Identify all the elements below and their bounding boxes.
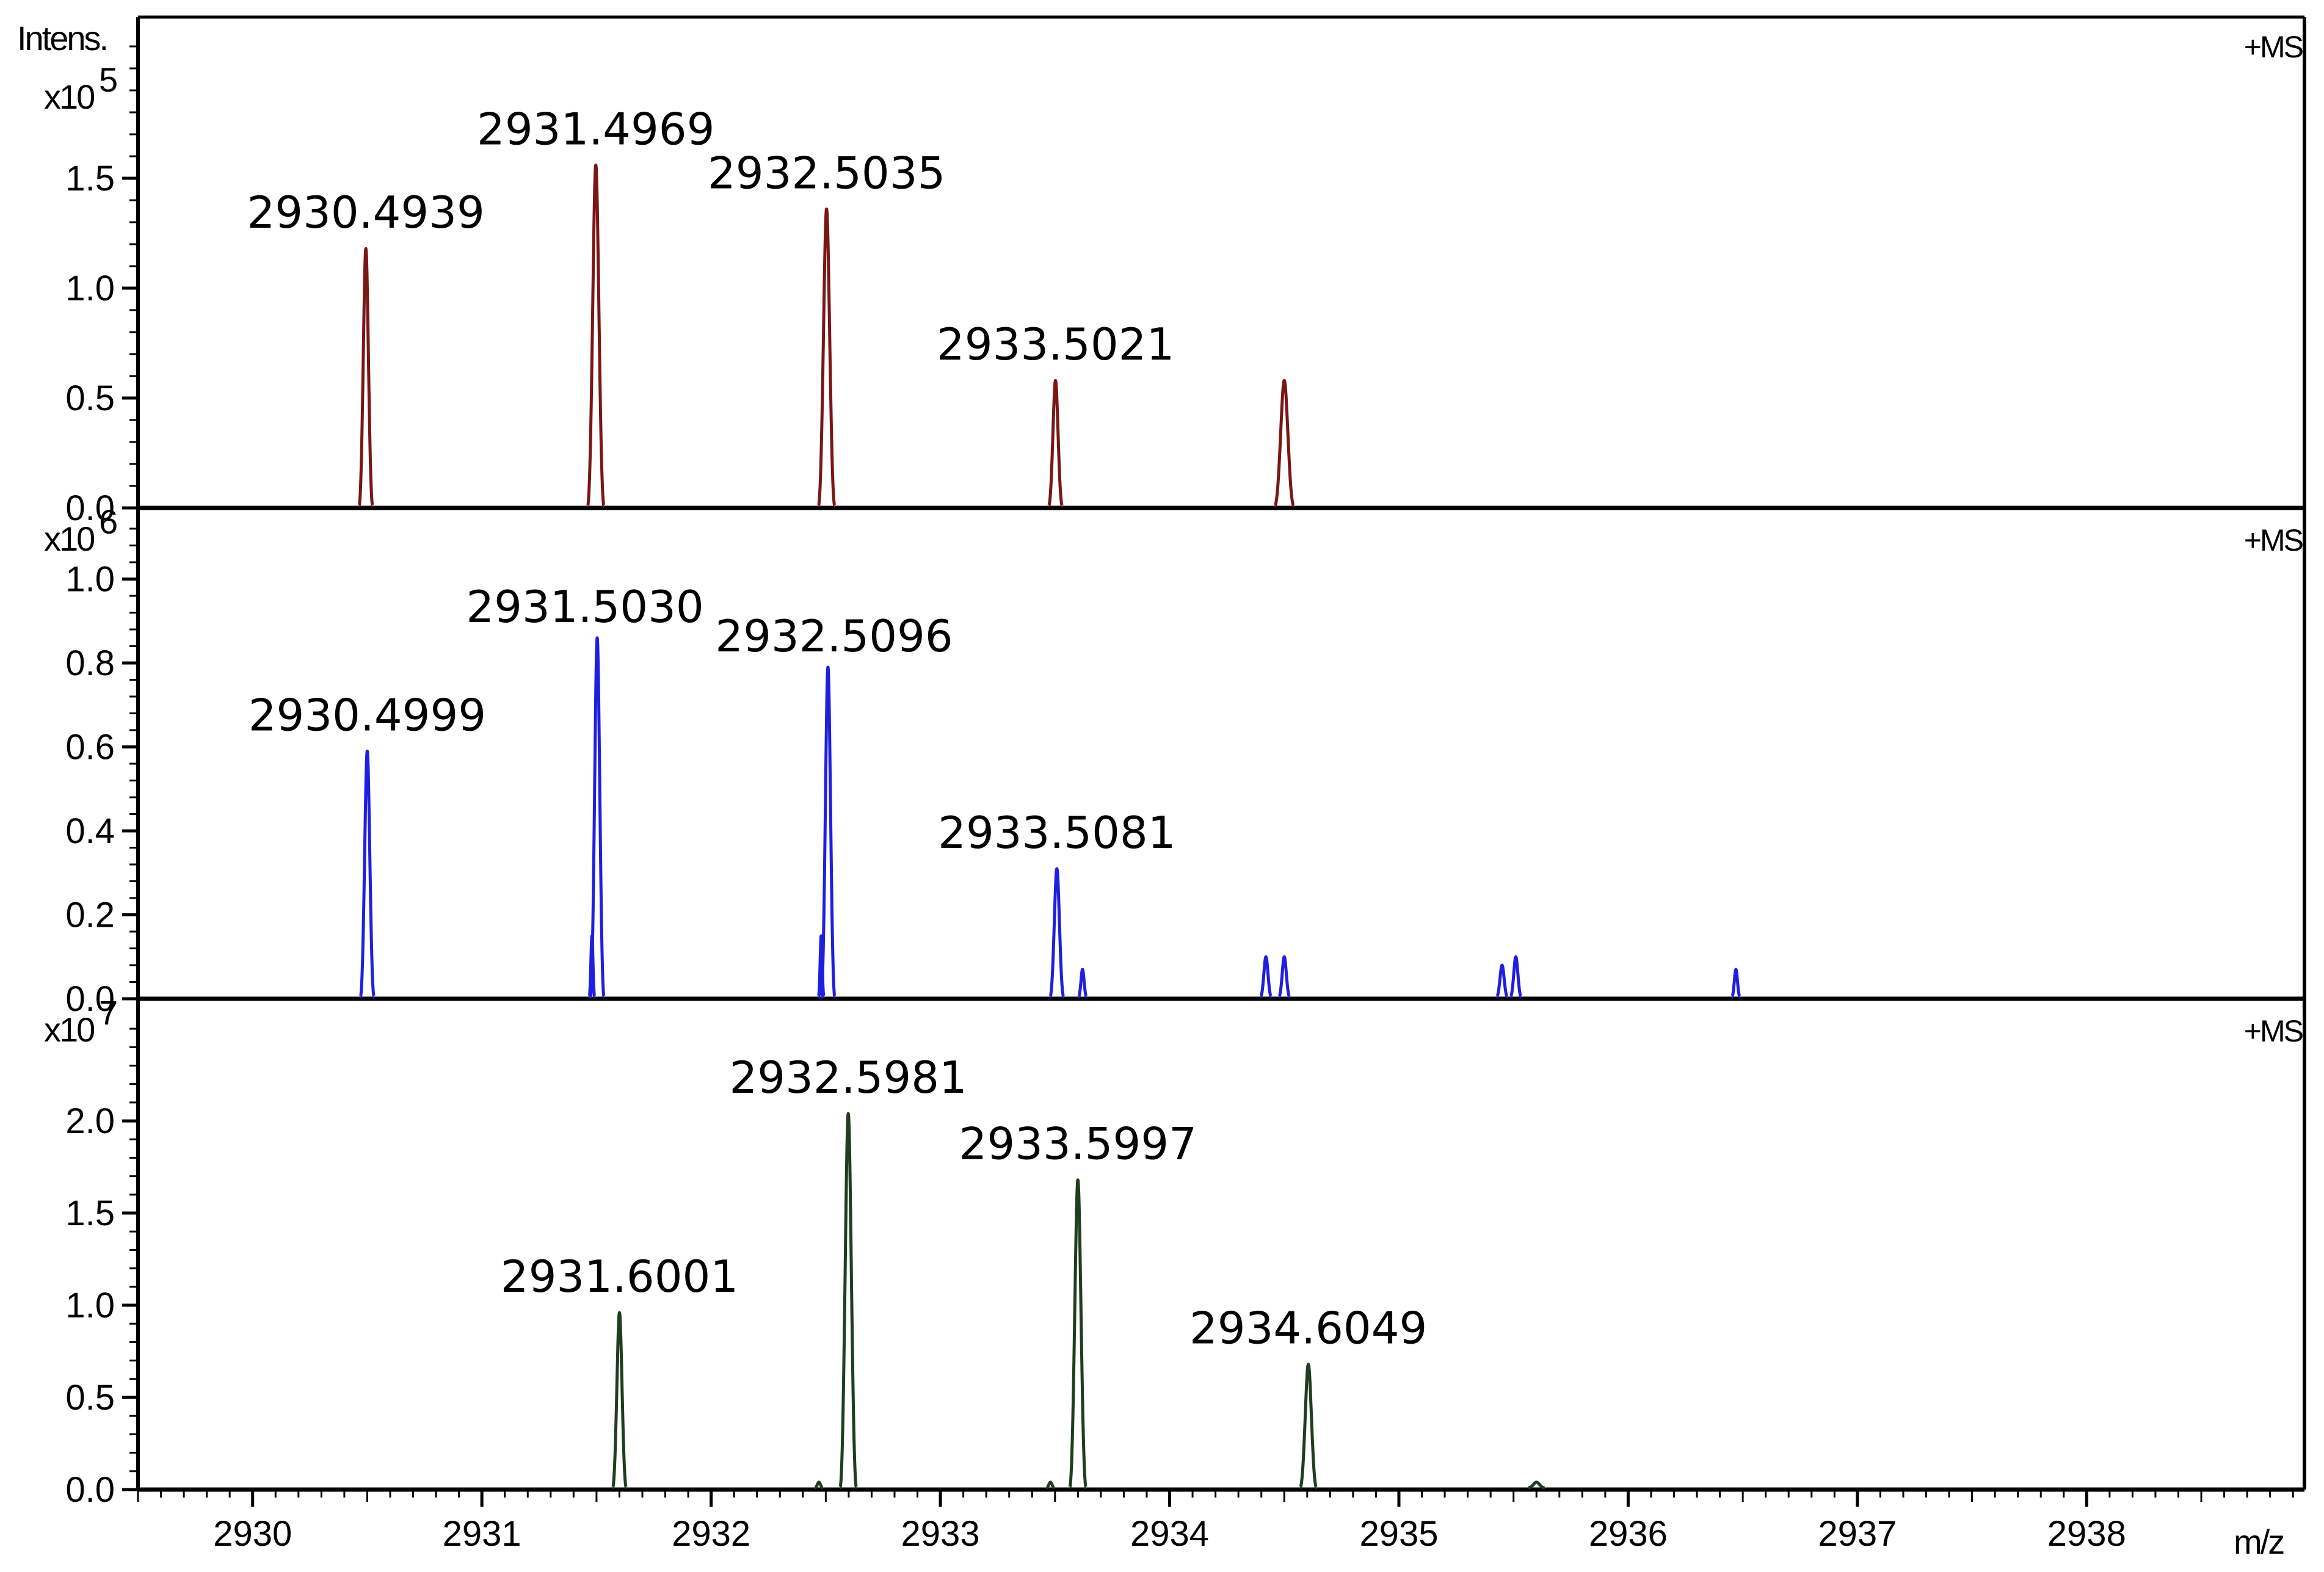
- peak-mark: [1077, 968, 1089, 999]
- peak-mark: [357, 247, 374, 508]
- scan-label: +MS: [2244, 30, 2303, 64]
- peak-label: 2932.5096: [715, 610, 953, 662]
- scan-label: +MS: [2244, 1014, 2303, 1048]
- peak-mark: [816, 934, 826, 999]
- y-tick-label: 0.8: [65, 643, 115, 683]
- peak-mark: [1048, 867, 1066, 999]
- peak-mark: [1045, 1480, 1055, 1490]
- y-tick-label: 1.0: [65, 269, 115, 308]
- peak-label: 2930.4939: [247, 187, 484, 238]
- peak-mark: [816, 207, 837, 508]
- y-tick-label: 1.0: [65, 1286, 115, 1325]
- y-tick-label: 1.5: [65, 1193, 115, 1233]
- exponent-label: x10: [44, 1010, 94, 1049]
- x-tick-label: 2935: [1359, 1514, 1438, 1554]
- y-tick-label: 0.0: [65, 1470, 115, 1510]
- peak-label: 2933.5021: [937, 319, 1174, 370]
- y-tick-label: 0.0: [65, 488, 115, 528]
- peak-mark: [1528, 1480, 1545, 1490]
- x-tick-label: 2930: [213, 1514, 292, 1554]
- peak-mark: [1730, 968, 1742, 999]
- peak-label: 2932.5035: [708, 147, 945, 198]
- peak-mark: [1068, 1178, 1088, 1490]
- x-tick-label: 2934: [1130, 1514, 1209, 1554]
- peak-mark: [814, 1480, 824, 1490]
- y-axis-title: Intens.: [17, 19, 107, 57]
- peak-mark: [1508, 955, 1523, 999]
- y-tick-label: 1.5: [65, 159, 115, 198]
- x-tick-label: 2938: [2047, 1514, 2126, 1554]
- y-tick-label: 0.2: [65, 896, 115, 935]
- peak-label: 2933.5997: [959, 1118, 1197, 1170]
- x-tick-label: 2936: [1589, 1514, 1668, 1554]
- peak-mark: [587, 934, 597, 999]
- scan-label: +MS: [2244, 523, 2303, 557]
- y-tick-label: 0.5: [65, 1378, 115, 1418]
- peak-label: 2931.4969: [477, 103, 714, 154]
- peak-mark: [1277, 955, 1291, 999]
- x-axis-title: m/z: [2234, 1523, 2284, 1561]
- peak-label: 2931.6001: [501, 1251, 738, 1302]
- y-tick-label: 0.0: [65, 979, 115, 1019]
- peak-mark: [819, 665, 837, 999]
- peak-mark: [358, 749, 376, 999]
- peak-label: 2930.4999: [249, 689, 486, 741]
- exponent-label: x10: [44, 78, 94, 116]
- peak-label: 2932.5981: [730, 1052, 967, 1103]
- exponent-label: x10: [44, 520, 94, 558]
- peak-mark: [838, 1112, 859, 1490]
- peak-mark: [611, 1311, 628, 1490]
- peak-mark: [1298, 1363, 1318, 1490]
- x-tick-label: 2932: [672, 1514, 750, 1554]
- peak-mark: [1495, 963, 1509, 999]
- y-tick-label: 0.4: [65, 811, 115, 851]
- exponent-power: 6: [99, 502, 117, 541]
- peak-mark: [1047, 379, 1064, 508]
- peak-label: 2934.6049: [1189, 1303, 1427, 1354]
- peak-label: 2933.5081: [938, 807, 1175, 858]
- peak-mark: [589, 636, 606, 999]
- peak-mark: [1273, 379, 1296, 508]
- y-tick-label: 2.0: [65, 1101, 115, 1141]
- peak-mark: [1258, 955, 1273, 999]
- x-tick-label: 2937: [1818, 1514, 1897, 1554]
- x-tick-label: 2933: [901, 1514, 980, 1554]
- x-axis: 2930 2931 2932 2933 2934 2935 2936 2937 2938: [137, 1490, 2294, 1554]
- y-tick-label: 0.6: [65, 728, 115, 767]
- peak-mark: [586, 163, 606, 508]
- exponent-power: 7: [99, 993, 117, 1032]
- y-tick-label: 0.5: [65, 379, 115, 418]
- x-tick-label: 2931: [443, 1514, 521, 1554]
- exponent-power: 5: [99, 60, 117, 99]
- y-tick-label: 1.0: [65, 560, 115, 599]
- peak-label: 2931.5030: [466, 581, 703, 632]
